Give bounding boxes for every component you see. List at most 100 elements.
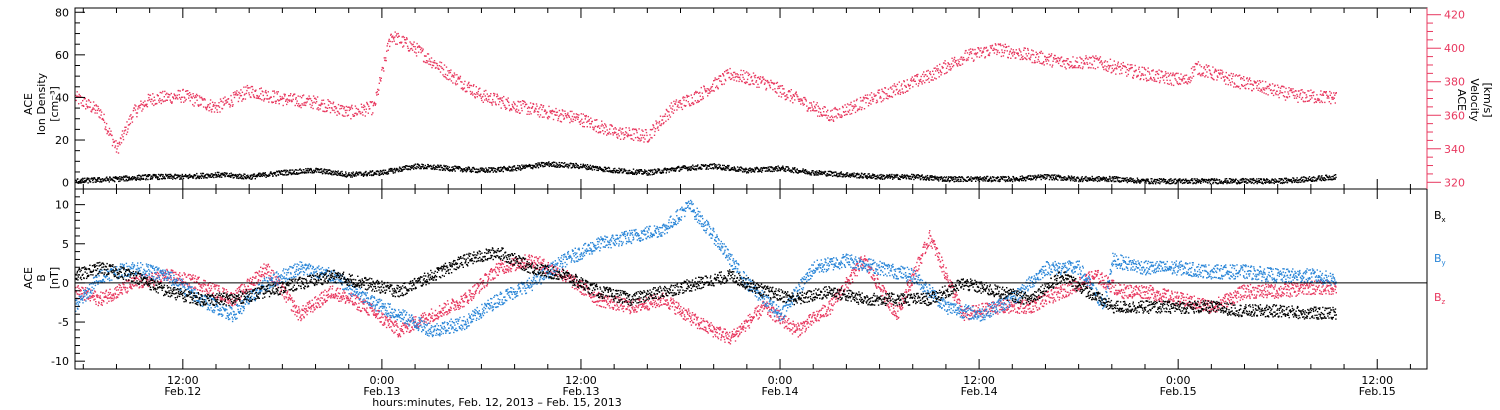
density-point xyxy=(646,174,649,176)
density-point xyxy=(230,172,232,174)
velocity-point xyxy=(388,40,390,42)
velocity-point xyxy=(1171,74,1173,77)
velocity-point xyxy=(257,96,259,98)
velocity-point xyxy=(1157,77,1159,79)
velocity-point xyxy=(497,95,499,97)
density-point xyxy=(799,170,801,172)
density-point xyxy=(986,180,988,182)
velocity-point xyxy=(1248,88,1250,90)
velocity-point xyxy=(371,101,373,103)
density-point xyxy=(673,168,675,170)
density-point xyxy=(194,174,196,176)
velocity-point xyxy=(998,43,1000,46)
density-point xyxy=(499,167,501,169)
density-point xyxy=(414,163,417,165)
density-point xyxy=(412,167,414,169)
density-point xyxy=(399,167,402,169)
density-point xyxy=(328,172,331,174)
velocity-point xyxy=(735,80,738,82)
density-point xyxy=(680,168,682,171)
velocity-point xyxy=(790,89,792,91)
velocity-point xyxy=(1267,94,1269,96)
velocity-point xyxy=(796,94,798,96)
density-point xyxy=(765,167,768,169)
velocity-point xyxy=(1120,63,1122,65)
velocity-point xyxy=(1027,47,1029,50)
velocity-point xyxy=(575,117,577,119)
density-point xyxy=(991,180,993,182)
density-point xyxy=(919,178,922,181)
density-point xyxy=(1062,177,1065,179)
velocity-point xyxy=(242,98,245,100)
density-point xyxy=(432,167,434,169)
velocity-point xyxy=(173,97,175,100)
density-point xyxy=(543,162,545,164)
density-point xyxy=(886,175,888,177)
density-point xyxy=(1018,178,1020,181)
velocity-point xyxy=(904,91,906,94)
velocity-point xyxy=(1208,65,1210,67)
density-point xyxy=(1093,178,1095,180)
velocity-point xyxy=(111,144,114,147)
density-point xyxy=(535,163,538,165)
density-point xyxy=(1077,176,1079,178)
density-point xyxy=(597,167,599,169)
velocity-point xyxy=(1000,44,1002,47)
velocity-point xyxy=(209,102,211,105)
density-point xyxy=(672,169,674,172)
density-point xyxy=(736,166,739,168)
velocity-point xyxy=(676,109,678,111)
density-point xyxy=(590,167,593,169)
density-point xyxy=(501,168,503,170)
density-point xyxy=(532,167,534,170)
velocity-point xyxy=(278,103,280,105)
density-point xyxy=(113,176,115,179)
density-point xyxy=(1080,179,1082,181)
density-point xyxy=(143,178,145,180)
density-point xyxy=(543,165,545,168)
density-point xyxy=(1048,174,1050,177)
density-point xyxy=(680,166,683,168)
velocity-point xyxy=(832,120,835,122)
density-point xyxy=(127,176,129,179)
velocity-point xyxy=(701,92,703,94)
velocity-point xyxy=(931,79,933,81)
density-point xyxy=(200,172,202,175)
velocity-point xyxy=(963,58,966,61)
velocity-point xyxy=(669,105,671,107)
velocity-point xyxy=(779,91,782,94)
density-point xyxy=(602,168,604,171)
density-point xyxy=(647,174,650,176)
velocity-point xyxy=(269,97,271,100)
velocity-point xyxy=(797,95,799,98)
density-point xyxy=(809,174,811,176)
density-point xyxy=(635,173,638,176)
density-point xyxy=(962,177,964,179)
velocity-point xyxy=(1228,74,1230,76)
velocity-point xyxy=(1080,62,1083,64)
density-point xyxy=(951,179,954,181)
velocity-point xyxy=(1152,70,1154,72)
density-point xyxy=(250,178,252,180)
velocity-point xyxy=(829,119,831,122)
density-point xyxy=(563,162,565,165)
density-point xyxy=(191,175,193,178)
density-point xyxy=(552,161,555,163)
density-point xyxy=(998,180,1000,183)
density-point xyxy=(814,171,816,173)
velocity-point xyxy=(1055,57,1058,60)
density-point xyxy=(210,173,212,175)
density-point xyxy=(808,171,810,173)
density-point xyxy=(561,162,563,164)
density-point xyxy=(421,163,423,165)
density-point xyxy=(823,171,825,173)
density-point xyxy=(665,172,667,174)
density-point xyxy=(865,176,867,178)
density-point xyxy=(207,175,210,177)
velocity-point xyxy=(778,95,780,97)
velocity-point xyxy=(345,112,347,114)
velocity-point xyxy=(1205,64,1208,66)
velocity-point xyxy=(1106,61,1109,63)
velocity-point xyxy=(637,139,639,142)
velocity-point xyxy=(1085,57,1088,59)
